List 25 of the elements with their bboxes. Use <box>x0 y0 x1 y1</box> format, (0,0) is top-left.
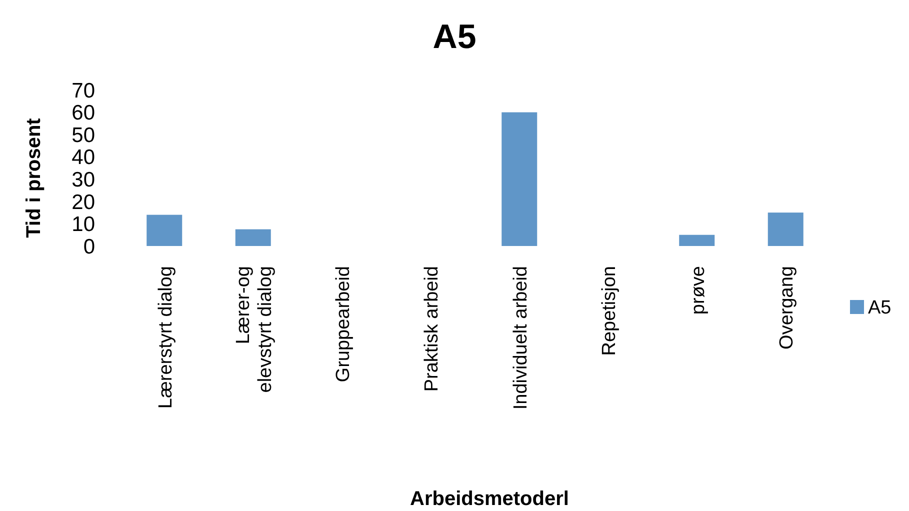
x-tick-label: Praktisk arbeid <box>422 266 443 392</box>
bar <box>235 229 271 246</box>
x-tick-label: Lærerstyrt dialog <box>155 266 176 409</box>
y-tick-label: 70 <box>72 79 95 102</box>
y-tick-label: 20 <box>72 190 95 214</box>
y-tick-label: 30 <box>72 168 95 192</box>
y-tick-label: 10 <box>72 213 95 236</box>
x-tick-label: Individuelt arbeid <box>510 266 532 410</box>
y-tick-label: 60 <box>72 102 95 125</box>
x-tick-label: prøve <box>688 266 709 315</box>
x-tick-label: Gruppearbeid <box>332 266 354 382</box>
legend-label: A5 <box>868 298 892 319</box>
y-tick-label: 50 <box>72 124 95 147</box>
bar <box>768 212 804 246</box>
x-tick-label: Repetisjon <box>599 266 620 356</box>
y-tick-label: 0 <box>83 235 95 258</box>
bar <box>502 112 538 246</box>
x-axis-title: Arbeidsmetoderl <box>410 488 569 510</box>
bar <box>679 234 715 246</box>
y-axis-title: Tid i prosent <box>23 118 45 238</box>
x-tick-label: Overgang <box>776 266 798 350</box>
bar <box>146 214 182 246</box>
chart-title: A5 <box>432 18 476 56</box>
y-tick-label: 40 <box>72 146 95 170</box>
x-tick-label: Lærer-og elevstyrt dialog <box>233 266 276 393</box>
